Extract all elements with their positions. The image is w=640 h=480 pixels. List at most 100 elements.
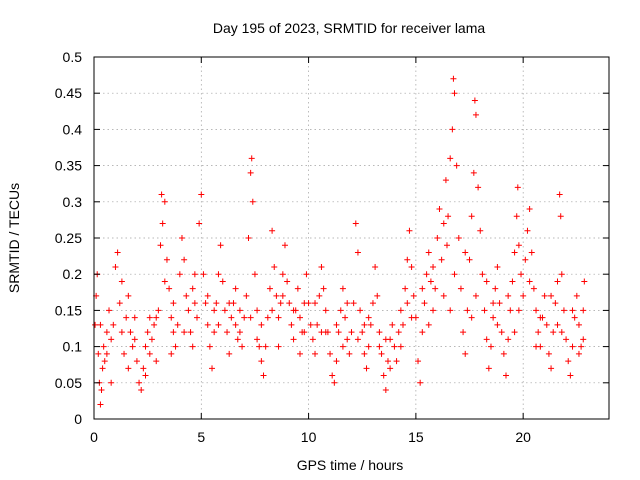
y-tick-label: 0.4 — [63, 121, 83, 137]
data-point — [543, 321, 550, 328]
data-point — [114, 249, 121, 256]
data-point — [286, 300, 293, 307]
data-point — [241, 314, 248, 321]
data-point — [417, 379, 424, 386]
data-point — [447, 307, 454, 314]
data-point — [376, 343, 383, 350]
data-point — [483, 278, 490, 285]
data-point — [127, 329, 134, 336]
data-point — [535, 329, 542, 336]
data-point — [432, 285, 439, 292]
data-point — [554, 278, 561, 285]
data-point — [106, 307, 113, 314]
data-point — [514, 184, 521, 191]
data-point — [423, 271, 430, 278]
data-point — [530, 285, 537, 292]
y-axis-label: SRMTID / TECUs — [6, 183, 22, 293]
data-point — [475, 184, 482, 191]
x-axis-label: GPS time / hours — [297, 457, 404, 473]
data-point — [436, 206, 443, 213]
data-point — [148, 336, 155, 343]
data-point — [256, 343, 263, 350]
data-point — [580, 307, 587, 314]
data-point — [402, 285, 409, 292]
grid-lines — [94, 57, 609, 419]
data-point — [224, 329, 231, 336]
data-point — [352, 220, 359, 227]
data-point — [419, 329, 426, 336]
data-point — [569, 307, 576, 314]
data-point — [494, 321, 501, 328]
data-point — [211, 329, 218, 336]
data-point — [176, 271, 183, 278]
data-point — [419, 285, 426, 292]
data-point — [372, 263, 379, 270]
data-point — [236, 307, 243, 314]
data-point — [142, 372, 149, 379]
data-point — [189, 343, 196, 350]
data-point — [140, 365, 147, 372]
data-point — [333, 358, 340, 365]
data-point — [249, 198, 256, 205]
data-point — [322, 307, 329, 314]
data-point — [318, 329, 325, 336]
data-point — [496, 300, 503, 307]
data-point — [234, 336, 241, 343]
data-point — [560, 307, 567, 314]
y-tick-label: 0.3 — [63, 194, 83, 210]
data-point — [166, 285, 173, 292]
data-point — [528, 249, 535, 256]
data-point — [339, 285, 346, 292]
data-point — [305, 300, 312, 307]
data-point — [288, 321, 295, 328]
data-point — [440, 220, 447, 227]
data-point — [125, 365, 132, 372]
data-point — [279, 292, 286, 299]
data-point — [251, 271, 258, 278]
data-point — [243, 292, 250, 299]
data-point — [281, 242, 288, 249]
data-point — [142, 343, 149, 350]
data-point — [297, 314, 303, 321]
data-point — [123, 314, 130, 321]
y-tick-label: 0.5 — [63, 49, 83, 65]
data-point — [108, 336, 115, 343]
data-point — [144, 329, 151, 336]
x-tick-label: 0 — [90, 429, 98, 445]
data-point — [421, 300, 428, 307]
data-point — [434, 235, 441, 241]
data-point — [563, 336, 570, 343]
data-point — [97, 321, 104, 328]
data-point — [515, 242, 522, 249]
data-point — [290, 307, 297, 314]
data-point — [380, 372, 387, 379]
data-point — [404, 300, 411, 307]
data-point — [136, 379, 143, 386]
data-point — [151, 321, 158, 328]
data-point — [245, 235, 252, 241]
data-point — [498, 329, 505, 336]
data-point — [462, 249, 469, 256]
data-point — [468, 314, 475, 321]
data-point — [103, 350, 110, 357]
data-point — [100, 343, 107, 350]
data-point — [181, 329, 188, 336]
data-point — [206, 343, 213, 350]
data-point — [297, 350, 303, 357]
chart-title: Day 195 of 2023, SRMTID for receiver lam… — [213, 20, 486, 36]
data-point — [232, 285, 239, 292]
data-point — [462, 350, 469, 357]
data-point — [264, 314, 271, 321]
data-point — [275, 343, 282, 350]
data-point — [194, 314, 200, 321]
data-point — [558, 329, 565, 336]
data-point — [451, 90, 458, 97]
x-tick-label: 5 — [197, 429, 205, 445]
data-point — [247, 169, 254, 176]
data-point — [397, 343, 404, 350]
data-point — [342, 314, 349, 321]
data-point — [389, 321, 396, 328]
data-point — [327, 350, 334, 357]
data-point — [339, 343, 346, 350]
